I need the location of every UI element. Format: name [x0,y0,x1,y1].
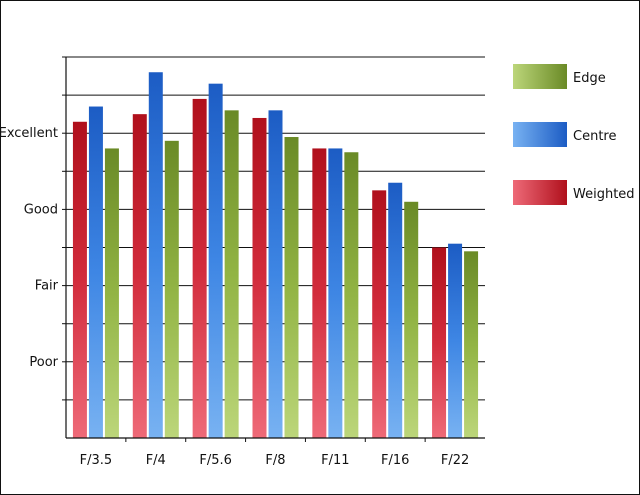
x-tick-label: F/4 [146,453,166,468]
bar-weighted-f16 [372,190,387,438]
bar-edge-f56 [224,110,239,438]
bar-edge-f22 [464,251,479,438]
bar-weighted-f56 [192,98,207,438]
legend-swatch-edge [513,64,567,89]
y-tick-label: Good [24,202,58,217]
bars [72,72,479,439]
bar-weighted-f22 [432,247,447,438]
x-tick-label: F/3.5 [80,453,113,468]
legend: Edge Centre Weighted [513,64,635,205]
bar-centre-f4 [148,72,163,439]
bar-weighted-f8 [252,117,267,439]
x-tick-label: F/5.6 [199,453,232,468]
legend-swatch-weighted [513,180,567,205]
axes [62,56,485,442]
bar-weighted-f4 [132,114,147,439]
bar-weighted-f11 [312,148,327,438]
y-tick-labels: Poor Fair Good Excellent [0,126,59,370]
legend-label-weighted: Weighted [573,187,635,202]
y-tick-label: Fair [35,279,59,294]
bar-centre-f56 [208,83,223,439]
legend-swatch-centre [513,122,567,147]
bar-centre-f16 [388,182,403,438]
bar-centre-f11 [328,148,343,438]
bar-centre-f8 [268,110,283,438]
x-tick-label: F/8 [265,453,285,468]
x-tick-labels: F/3.5 F/4 F/5.6 F/8 F/11 F/16 F/22 [80,453,470,468]
y-tick-label: Excellent [0,126,58,141]
bar-edge-f11 [344,152,359,438]
legend-label-centre: Centre [573,129,616,144]
y-tick-label: Poor [29,355,58,370]
x-tick-label: F/16 [381,453,409,468]
bar-centre-f22 [448,243,463,438]
legend-label-edge: Edge [573,71,606,86]
bar-edge-f16 [404,201,419,438]
x-tick-label: F/22 [441,453,469,468]
bar-edge-f35 [104,148,119,438]
bar-edge-f4 [164,140,179,438]
x-tick-label: F/11 [321,453,349,468]
bar-centre-f35 [88,106,103,438]
bar-edge-f8 [284,137,299,438]
bar-weighted-f35 [72,121,87,439]
